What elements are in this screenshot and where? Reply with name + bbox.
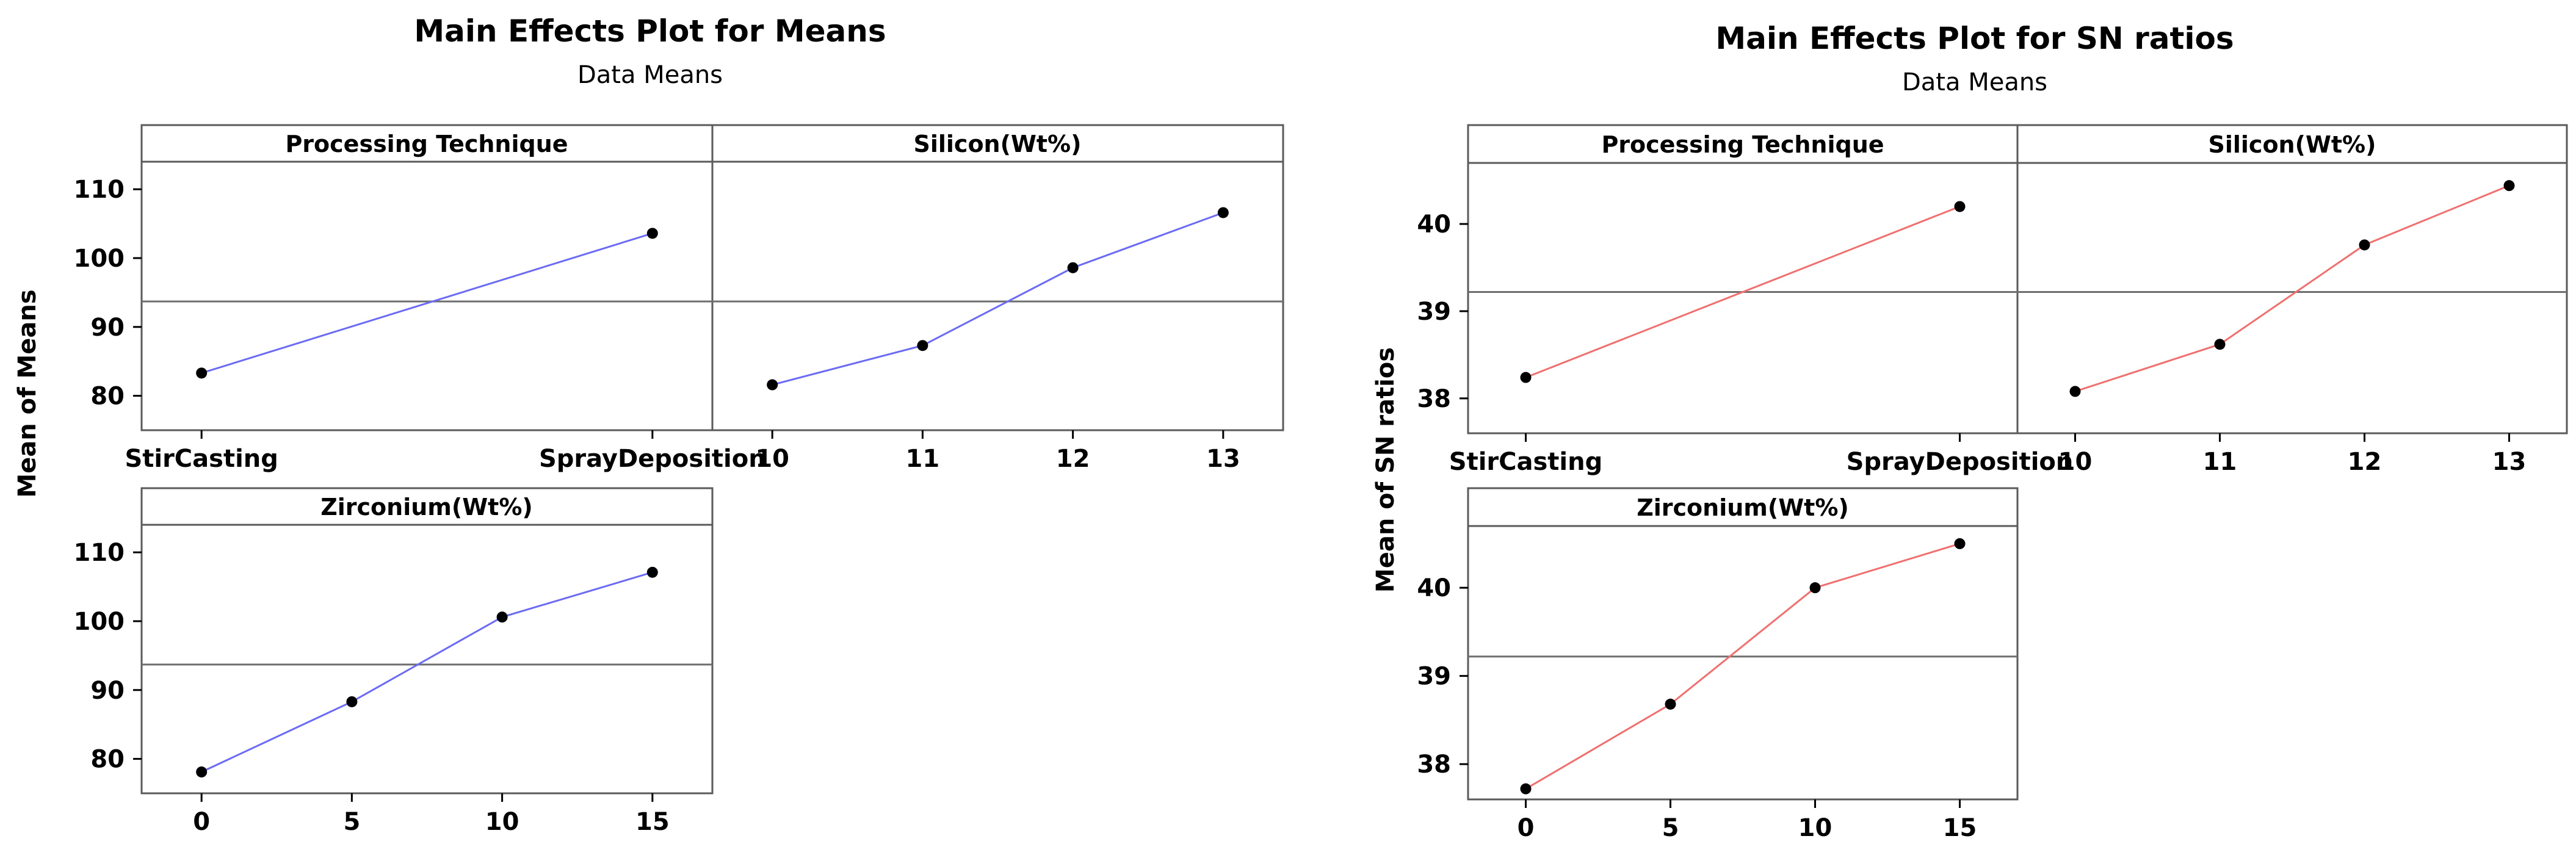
means-panel-0-series-line: [201, 232, 653, 374]
sn-panel-2-ytick-label: 39: [1417, 663, 1451, 691]
means-panel-2-ytick-label: 100: [74, 608, 125, 636]
sn-panel-1-series-line: [2075, 184, 2510, 392]
means-panel-0-ytick-label: 110: [74, 176, 125, 204]
sn-panel-1-data-point: [2214, 339, 2226, 350]
sn-panel-1-xtick-label: 10: [2058, 448, 2093, 476]
sn-panel-silicon-title: Silicon(Wt%): [2208, 131, 2376, 158]
means-panel-2-data-point: [196, 766, 208, 778]
means-panel-2-ytick-label: 110: [74, 539, 125, 567]
means-panel-zirconium: Zirconium(Wt%): [140, 487, 714, 795]
means-panel-1-series-line: [772, 212, 1224, 386]
means-panel-1-xtick-label: 13: [1206, 445, 1240, 473]
means-panel-processing-title: Processing Technique: [285, 131, 568, 157]
means-panel-0-xtick-label: SprayDeposition: [539, 445, 766, 473]
means-panel-2-xtick-label: 10: [485, 808, 519, 836]
sn-panel-processing: Processing Technique: [1467, 124, 2019, 434]
sn-panel-0-data-point: [1520, 372, 1532, 383]
means-panel-zirconium-title: Zirconium(Wt%): [320, 494, 533, 521]
sn-y-axis-label: Mean of SN ratios: [1372, 347, 1400, 593]
means-panel-2-ytick-label: 90: [90, 677, 125, 705]
sn-panel-2-xtick-label: 10: [1798, 814, 1833, 842]
means-chart-subtitle: Data Means: [577, 61, 723, 89]
means-panel-silicon-title: Silicon(Wt%): [913, 131, 1081, 157]
means-panel-1-xtick-label: 11: [906, 445, 940, 473]
means-panel-2-data-point: [496, 611, 508, 623]
sn-panel-1-xtick-label: 11: [2203, 448, 2237, 476]
sn-panel-2-data-point: [1665, 698, 1676, 710]
means-panel-silicon: Silicon(Wt%): [711, 124, 1284, 431]
means-panel-0-data-point: [196, 367, 208, 379]
means-panel-0-data-point: [646, 228, 658, 239]
sn-panel-1-data-point: [2069, 386, 2081, 397]
sn-chart-subtitle: Data Means: [1902, 68, 2047, 96]
means-chart-title: Main Effects Plot for Means: [414, 13, 886, 49]
sn-panel-zirconium: Zirconium(Wt%): [1467, 487, 2019, 801]
means-panel-2-ytick-label: 80: [90, 746, 125, 774]
means-panel-1-data-point: [767, 379, 778, 391]
means-panel-2-series-line: [201, 571, 653, 773]
sn-panel-2-data-point: [1954, 538, 1966, 549]
means-panel-0-ytick-label: 100: [74, 245, 125, 273]
sn-panel-0-ytick-label: 39: [1417, 298, 1451, 326]
sn-panel-0-xtick-label: StirCasting: [1449, 448, 1602, 476]
means-panel-0-xtick-label: StirCasting: [125, 445, 278, 473]
sn-panel-1-data-point: [2503, 180, 2515, 192]
means-panel-1-data-point: [917, 340, 928, 351]
sn-panel-2-ytick-label: 38: [1417, 751, 1451, 779]
sn-panel-0-data-point: [1954, 201, 1966, 212]
means-panel-processing: Processing Technique: [140, 124, 714, 431]
sn-panel-0-ytick-label: 38: [1417, 385, 1451, 413]
sn-panel-0-xtick-label: SprayDeposition: [1847, 448, 2074, 476]
means-panel-1-data-point: [1067, 262, 1079, 273]
sn-panel-1-data-point: [2359, 239, 2370, 251]
means-panel-0-ytick-label: 90: [90, 314, 125, 342]
sn-panel-2-data-point: [1809, 582, 1821, 594]
sn-panel-zirconium-title: Zirconium(Wt%): [1637, 494, 1849, 521]
sn-panel-2-ytick-label: 40: [1417, 574, 1451, 602]
sn-panel-2-series-line: [1525, 542, 1960, 790]
sn-panel-2-xtick-label: 5: [1662, 814, 1679, 842]
sn-panel-processing-title: Processing Technique: [1601, 131, 1884, 158]
sn-panel-1-xtick-label: 12: [2348, 448, 2382, 476]
means-panel-0-ytick-label: 80: [90, 383, 125, 411]
sn-chart-title: Main Effects Plot for SN ratios: [1715, 21, 2234, 56]
means-panel-2-xtick-label: 5: [343, 808, 360, 836]
sn-panel-silicon: Silicon(Wt%): [2016, 124, 2568, 434]
means-y-axis-label: Mean of Means: [13, 289, 42, 497]
sn-panel-0-ytick-label: 40: [1417, 211, 1451, 239]
sn-panel-2-data-point: [1520, 783, 1532, 795]
means-panel-1-xtick-label: 10: [755, 445, 789, 473]
means-panel-2-data-point: [646, 566, 658, 578]
means-panel-2-xtick-label: 15: [635, 808, 670, 836]
sn-panel-2-xtick-label: 0: [1518, 814, 1535, 842]
means-panel-1-xtick-label: 12: [1056, 445, 1090, 473]
sn-panel-0-series-line: [1525, 206, 1961, 378]
means-panel-2-data-point: [346, 696, 358, 707]
sn-panel-2-xtick-label: 15: [1943, 814, 1977, 842]
means-panel-2-xtick-label: 0: [193, 808, 210, 836]
means-panel-1-data-point: [1217, 207, 1229, 218]
sn-panel-1-xtick-label: 13: [2492, 448, 2527, 476]
